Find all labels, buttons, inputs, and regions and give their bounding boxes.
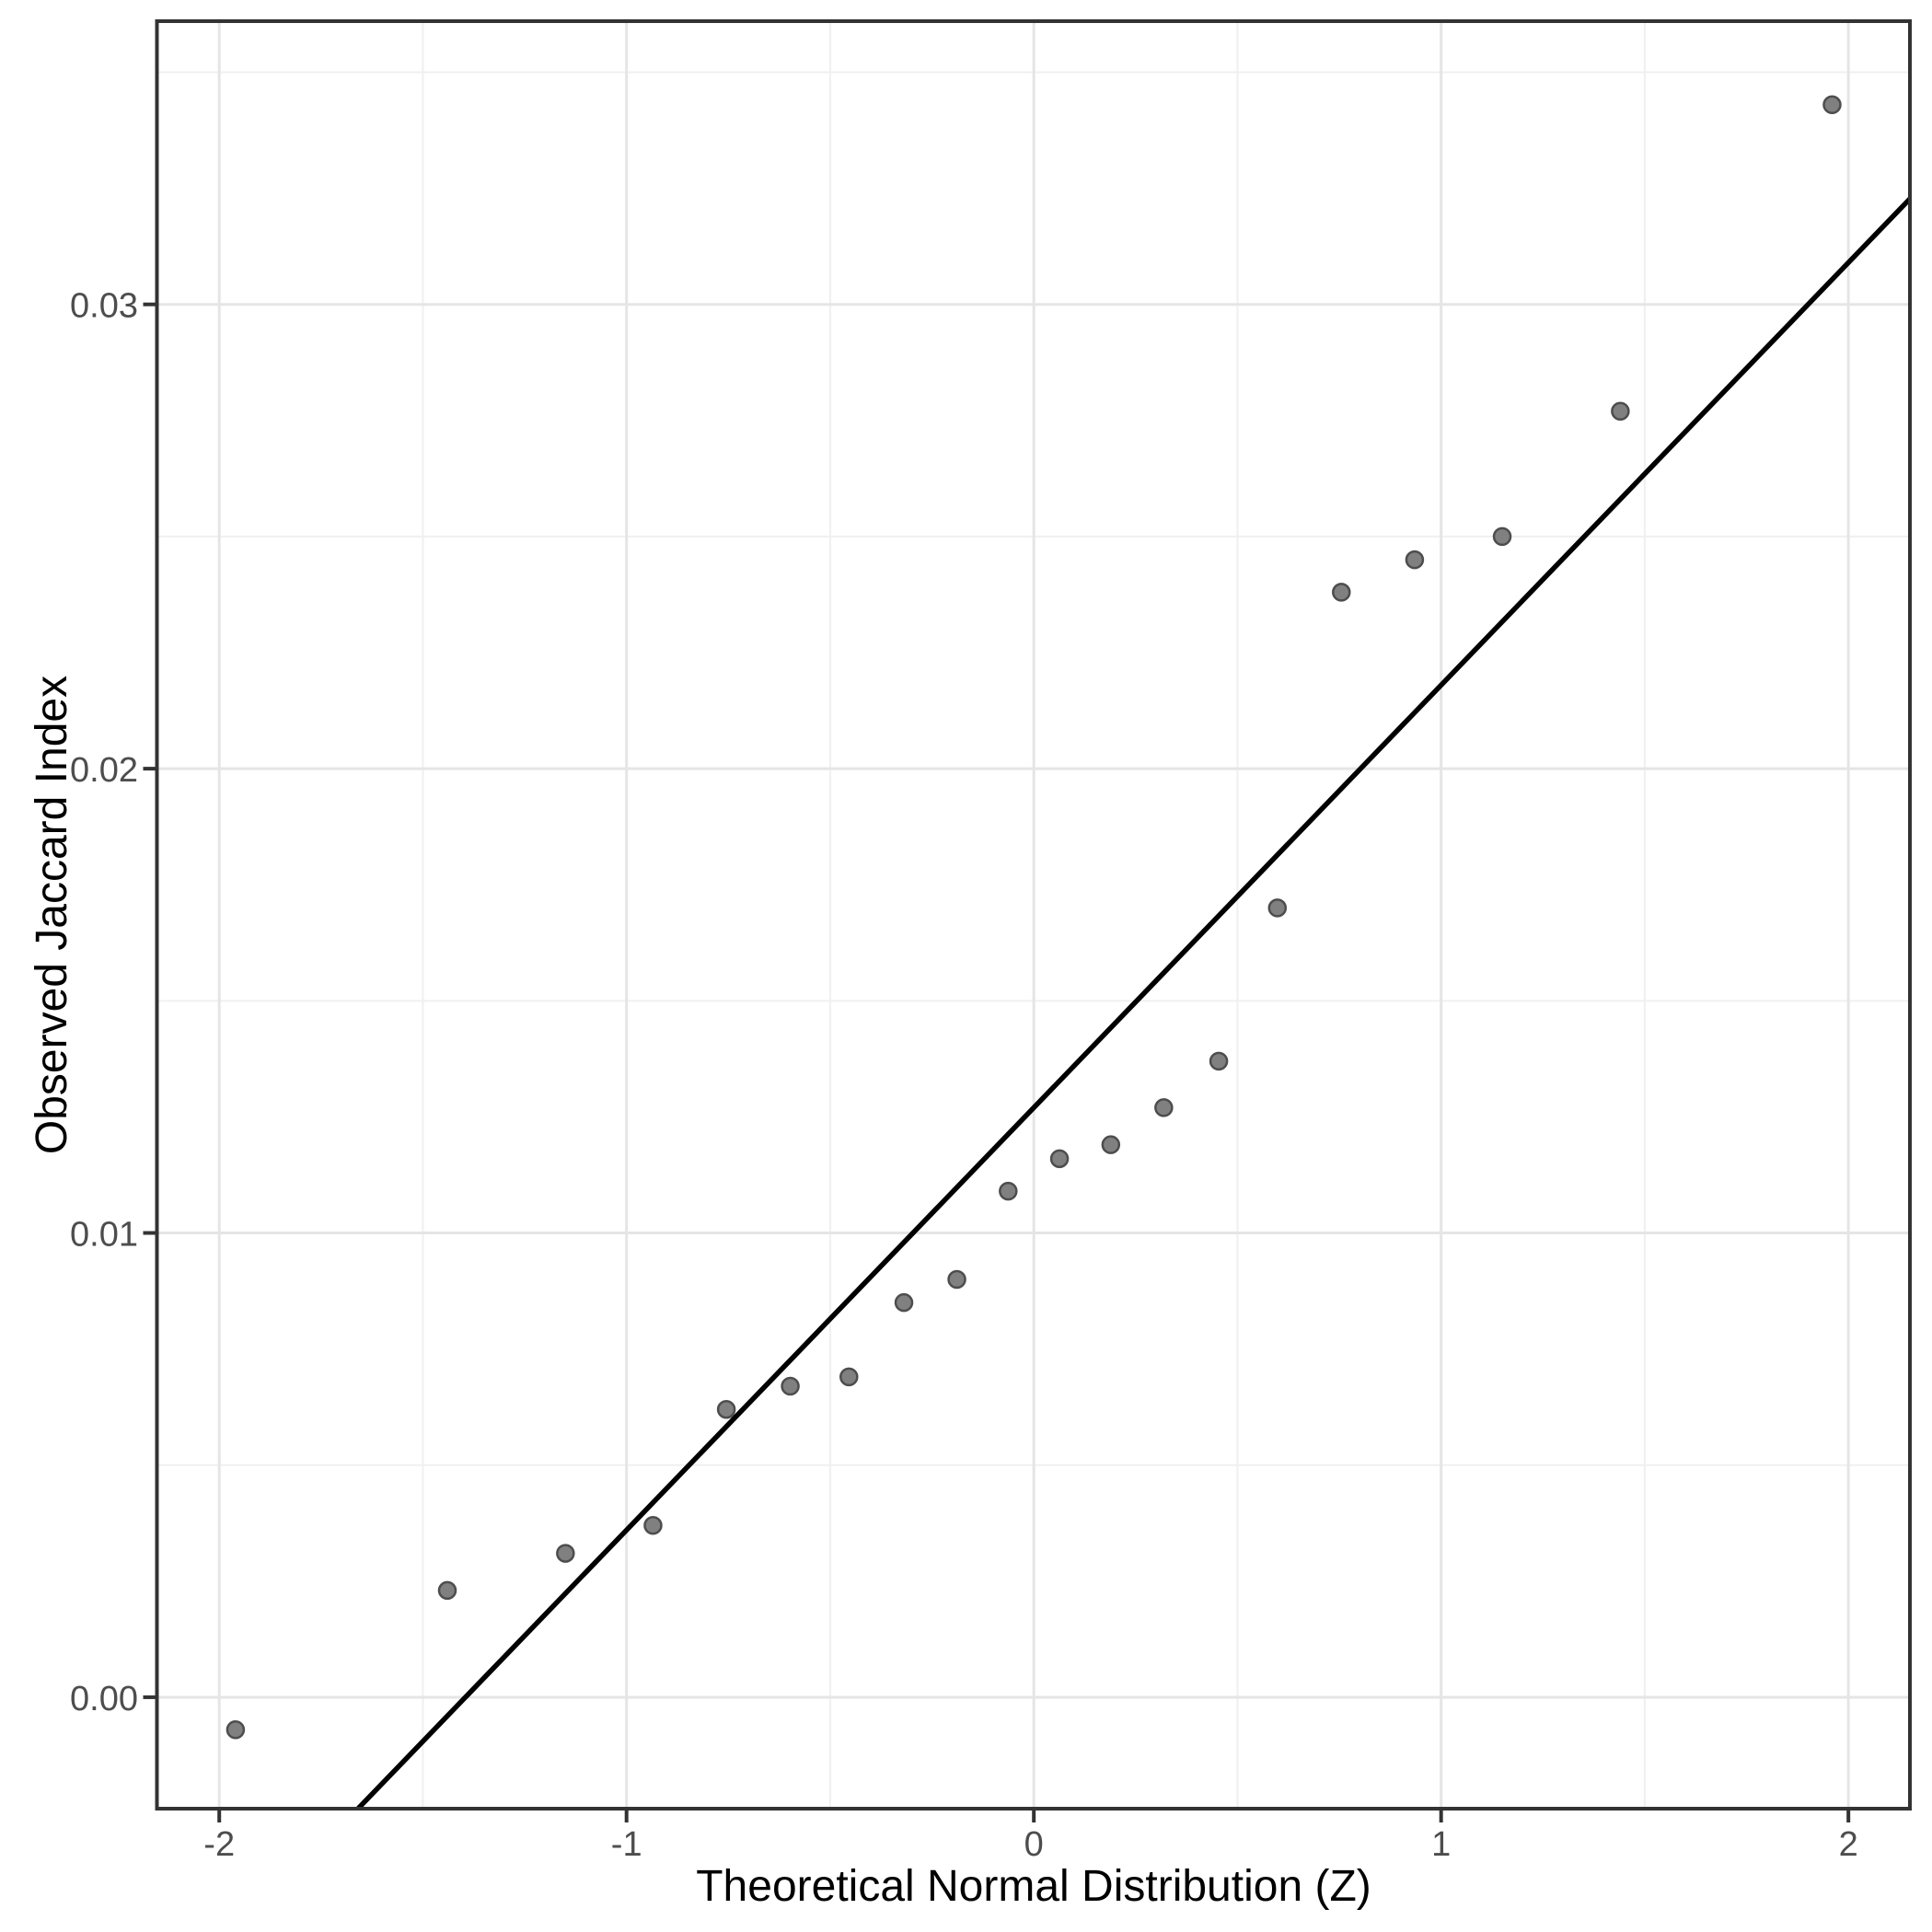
panel-border	[155, 19, 1912, 1811]
data-point	[839, 1367, 859, 1387]
x-tick-label: -1	[611, 1825, 642, 1864]
data-point	[894, 1292, 914, 1313]
data-point	[1267, 898, 1288, 918]
data-point	[226, 1719, 246, 1740]
data-point	[1049, 1149, 1070, 1169]
data-point	[1101, 1135, 1121, 1154]
data-point	[556, 1544, 575, 1563]
data-point	[1492, 526, 1512, 547]
y-tick-label: 0.03	[70, 287, 138, 326]
x-axis-title: Theoretical Normal Distribution (Z)	[696, 1862, 1371, 1911]
qq-reference-line	[355, 197, 1912, 1811]
data-point	[947, 1269, 966, 1290]
data-point	[1332, 583, 1351, 602]
data-point	[999, 1181, 1018, 1201]
data-point	[716, 1399, 736, 1419]
x-tick-label: -2	[203, 1825, 235, 1864]
data-point	[1611, 401, 1630, 421]
x-tick-label: 0	[1024, 1825, 1044, 1864]
x-tick-label: 2	[1839, 1825, 1858, 1864]
y-axis-title: Observed Jaccard Index	[28, 675, 76, 1155]
y-tick-label: 0.00	[70, 1680, 138, 1718]
y-tick-label: 0.02	[70, 751, 138, 790]
data-point	[1154, 1098, 1174, 1117]
data-point	[781, 1376, 800, 1396]
y-tick-label: 0.01	[70, 1216, 138, 1255]
data-point	[1209, 1051, 1229, 1071]
data-point	[1822, 95, 1842, 115]
data-point	[437, 1580, 457, 1601]
x-tick-label: 1	[1431, 1825, 1451, 1864]
data-point	[643, 1516, 663, 1535]
data-point	[1405, 550, 1425, 570]
